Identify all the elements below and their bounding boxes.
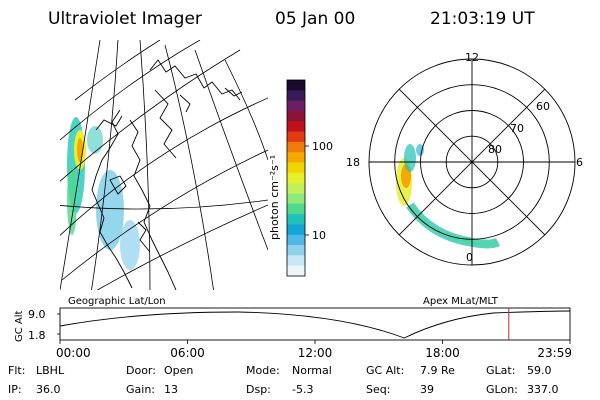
status-key: IP:: [8, 383, 22, 396]
polar-panel-label: Apex MLat/MLT: [423, 296, 499, 307]
geo-aurora: [67, 117, 140, 270]
status-value: -5.3: [292, 383, 313, 396]
timeline-xtick-label: 00:00: [56, 346, 91, 360]
colorbar-segment: [287, 90, 305, 102]
status-value: LBHL: [36, 364, 65, 377]
colorbar-segment: [287, 172, 305, 184]
latitude-line: [60, 97, 268, 236]
longitude-line: [194, 49, 268, 251]
status-key: Dsp:: [246, 383, 271, 396]
colorbar-segment: [287, 100, 305, 112]
timeline-xtick-label: 06:00: [170, 346, 205, 360]
colorbar-tick-label: 100: [312, 140, 333, 153]
status-key: GLon:: [486, 383, 518, 396]
timeline-ytick: 1.8: [28, 329, 46, 342]
header-time: 21:03:19 UT: [430, 9, 535, 29]
colorbar-segment: [287, 80, 305, 91]
colorbar-segment: [287, 183, 305, 194]
colorbar-segment: [287, 265, 305, 277]
colorbar-tick-label: 10: [312, 229, 326, 242]
status-key: GLat:: [486, 364, 515, 377]
colorbar-segment: [287, 110, 305, 122]
colorbar-segment: [287, 214, 305, 225]
polar-aurora: [396, 144, 501, 249]
colorbar-segment: [287, 193, 305, 205]
status-key: Flt:: [8, 364, 25, 377]
colorbar-gradient: [287, 80, 305, 277]
status-value: 7.9 Re: [420, 364, 455, 377]
colorbar-unit-label: photon cm⁻²s⁻¹: [268, 155, 281, 240]
timeline-ytick: 9.0: [28, 308, 46, 321]
header-date: 05 Jan 00: [275, 9, 355, 29]
geo-grid-lines: [60, 40, 268, 290]
colorbar-segment: [287, 255, 305, 267]
colorbar: 100 10 photon cm⁻²s⁻¹: [268, 79, 333, 277]
status-key: Mode:: [246, 364, 280, 377]
status-key: Seq:: [366, 383, 390, 396]
status-value: Open: [164, 364, 193, 377]
colorbar-segment: [287, 131, 305, 143]
mlt-label-12: 12: [465, 51, 479, 64]
status-value: Normal: [292, 364, 332, 377]
colorbar-segment: [287, 121, 305, 133]
status-value: 337.0: [527, 383, 559, 396]
latitude-line: [74, 40, 161, 101]
colorbar-frame: [286, 79, 306, 277]
colorbar-segment: [287, 152, 305, 164]
colorbar-segment: [287, 224, 305, 236]
altitude-timeline: GC Alt 9.0 1.8 00:00 06:00 12:00 18:00 23:59: [14, 307, 572, 360]
mlt-label-6: 6: [576, 156, 583, 169]
status-panel: Flt: LBHL Door: Open Mode: Normal GC Alt: 7.9 R…: [8, 364, 559, 396]
longitude-line: [60, 40, 101, 290]
mlat-label-60: 60: [536, 100, 550, 113]
mlt-label-0: 0: [466, 251, 473, 264]
timeline-axis-label: GC Alt: [14, 310, 25, 342]
longitude-line: [91, 40, 119, 290]
polar-plot-panel: 12 18 6 0 60 70 80 Apex MLat/MLT: [346, 51, 583, 307]
status-value: 13: [164, 383, 178, 396]
status-key: GC Alt:: [366, 364, 404, 377]
latitude-line: [60, 199, 268, 210]
colorbar-segment: [287, 203, 305, 215]
latitude-line: [60, 40, 201, 141]
latitude-line: [96, 204, 268, 290]
mlt-spoke: [398, 88, 546, 236]
colorbar-segment: [287, 162, 305, 174]
timeline-xtick-label: 18:00: [425, 346, 460, 360]
instrument-title: Ultraviolet Imager: [48, 9, 202, 29]
mlat-label-70: 70: [510, 122, 524, 135]
mlat-label-80: 80: [488, 143, 502, 156]
latitude-line: [60, 49, 241, 182]
altitude-curve: [59, 310, 571, 339]
colorbar-segment: [287, 141, 305, 153]
timeline-xtick-label: 12:00: [298, 346, 333, 360]
geographic-map: [60, 40, 268, 290]
longitude-line: [224, 59, 268, 161]
longitude-line: [164, 44, 214, 290]
colorbar-segment: [287, 245, 305, 256]
polar-grid: [368, 58, 576, 266]
latitude-line: [61, 149, 268, 281]
geographic-map-panel: Geographic Lat/Lon: [60, 40, 268, 307]
timeline-xtick-label: 23:59: [537, 346, 572, 360]
timeline-xticks: 00:00 06:00 12:00 18:00 23:59: [56, 340, 572, 360]
status-value: 39: [420, 383, 434, 396]
status-key: Gain:: [126, 383, 155, 396]
status-value: 36.0: [36, 383, 61, 396]
geo-coastlines: [91, 59, 243, 290]
status-value: 59.0: [527, 364, 552, 377]
geo-panel-label: Geographic Lat/Lon: [68, 296, 166, 307]
longitude-line: [139, 40, 151, 290]
colorbar-segment: [287, 234, 305, 246]
mlt-label-18: 18: [346, 156, 360, 169]
status-key: Door:: [126, 364, 156, 377]
